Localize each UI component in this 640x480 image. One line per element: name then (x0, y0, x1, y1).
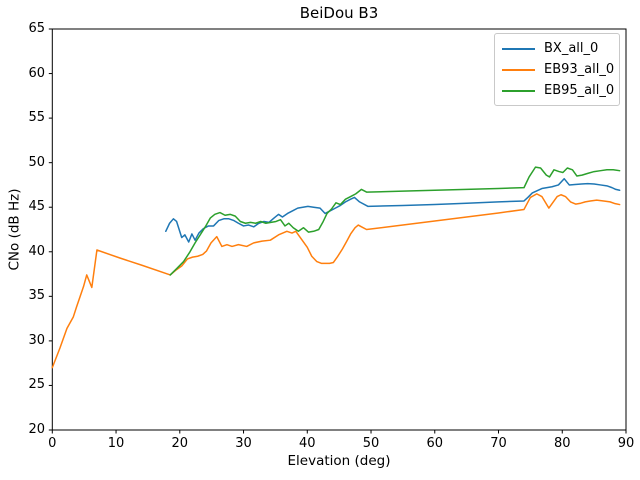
y-tick-label: 55 (28, 110, 45, 126)
legend-line-sample (502, 89, 535, 92)
y-tick-label: 65 (28, 21, 45, 36)
series-line-eb95_all_0 (169, 166, 621, 276)
x-tick-label: 0 (48, 436, 57, 451)
y-tick-label: 50 (28, 154, 45, 170)
x-axis-label: Elevation (deg) (287, 453, 391, 469)
y-tick-label: 25 (28, 377, 45, 393)
y-tick-label: 35 (28, 288, 45, 304)
y-axis-label: CNo (dB Hz) (6, 188, 23, 271)
legend-item-bx_all_0: BX_all_0 (502, 38, 612, 59)
x-tick-label: 20 (171, 436, 189, 451)
y-tick-label: 20 (28, 422, 45, 437)
axes-frame (51, 28, 627, 431)
legend-item-eb93_all_0: EB93_all_0 (502, 59, 615, 80)
legend-label: BX_all_0 (544, 41, 599, 56)
x-tick-label: 80 (553, 436, 571, 451)
legend-label: EB95_all_0 (544, 83, 615, 98)
series-line-bx_all_0 (165, 177, 621, 243)
y-tick-label: 45 (28, 199, 45, 215)
x-tick-label: 70 (490, 436, 507, 451)
x-tick-label: 10 (107, 436, 125, 451)
x-tick-label: 30 (235, 436, 252, 451)
chart-title: BeiDou B3 (299, 4, 379, 22)
y-tick-label: 30 (28, 332, 45, 348)
y-tick-label: 60 (28, 65, 45, 81)
x-tick-label: 60 (426, 436, 444, 451)
x-tick-label: 50 (362, 436, 380, 451)
x-tick-label: 40 (298, 436, 316, 451)
legend: BX_all_0 EB93_all_0 EB95_all_0 (494, 33, 620, 106)
x-tick-label: 90 (617, 436, 635, 451)
legend-line-sample (502, 68, 535, 71)
y-tick-label: 40 (28, 243, 45, 259)
legend-item-eb95_all_0: EB95_all_0 (502, 80, 615, 101)
series-line-eb93_all_0 (51, 193, 621, 369)
legend-line-sample (502, 47, 535, 50)
legend-label: EB93_all_0 (544, 62, 615, 77)
